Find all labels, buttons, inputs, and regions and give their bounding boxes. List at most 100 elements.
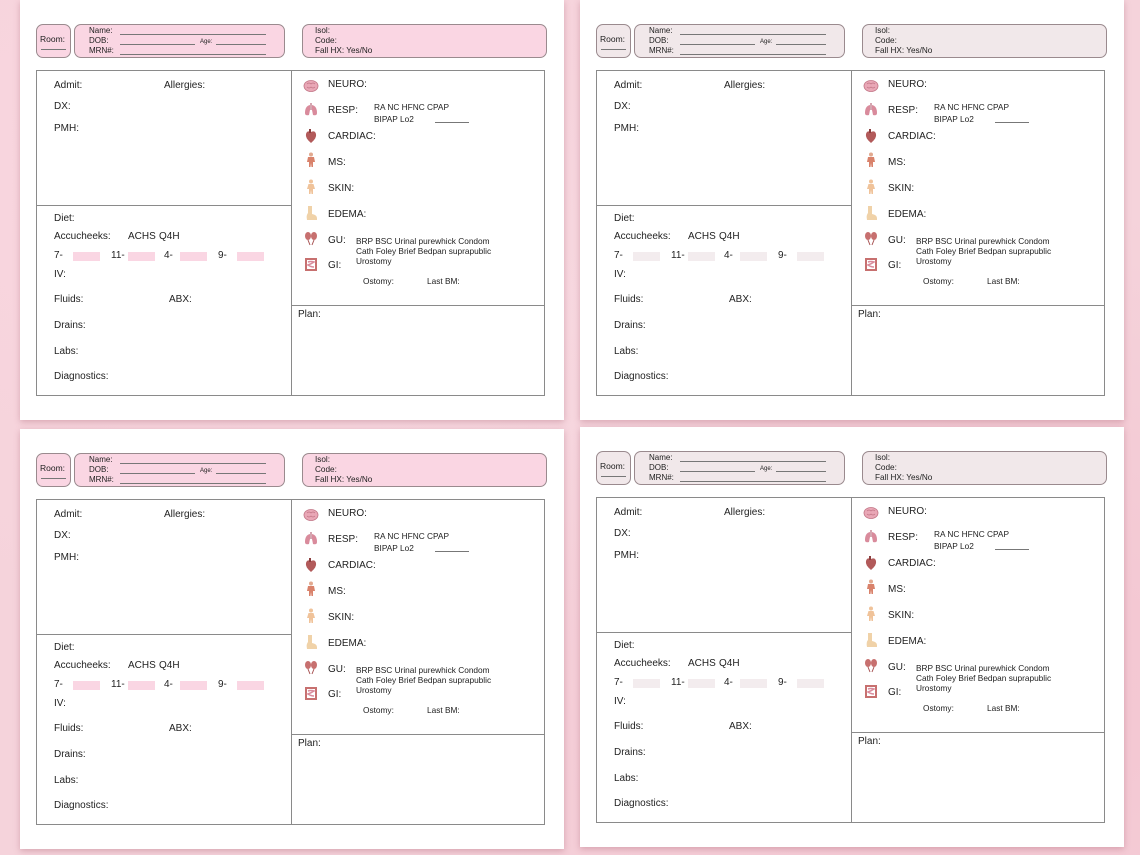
neuro-label: NEURO: [888,79,927,90]
gu-options-row1: BRP BSC Urinal purewhick Condom [916,663,1050,673]
right-section-divider [851,305,1104,306]
plan-label: Plan: [858,309,881,320]
time-7-label: 7- [614,677,623,688]
time-11-box [128,252,155,261]
fall-hx-label: Fall HX: Yes/No [875,473,933,482]
last-bm-label: Last BM: [427,276,460,286]
mrn-label: MRN#: [89,46,114,55]
foot-icon [306,635,317,649]
fall-hx-label: Fall HX: Yes/No [315,46,373,55]
fluids-label: Fluids: [54,723,84,734]
admit-label: Admit: [54,509,83,520]
cardiac-label: CARDIAC: [328,560,376,571]
patient-info-box: Name: DOB: Age: MRN#: [74,453,285,487]
age-line [776,44,826,45]
kidney-icon [865,232,877,246]
kidney-icon [865,659,877,673]
plan-label: Plan: [298,309,321,320]
foot-icon [866,206,877,220]
report-grid: Admit: Allergies: DX: PMH: Diet: Accuche… [596,497,1105,823]
left-section-divider [37,634,291,635]
resp-options-row1: RA NC HFNC CPAP [374,102,449,112]
code-label: Code: [875,36,897,45]
edema-label: EDEMA: [888,636,927,647]
time-11-box [688,679,715,688]
accucheeks-label: Accucheeks: [614,658,671,669]
resp-label: RESP: [888,105,919,116]
time-9-label: 9- [778,250,787,261]
last-bm-label: Last BM: [987,276,1020,286]
allergies-label: Allergies: [164,80,206,91]
time-7-label: 7- [614,250,623,261]
last-bm-label: Last BM: [427,705,460,715]
isol-label: Isol: [315,455,331,464]
time-7-box [633,252,660,261]
iv-label: IV: [54,269,66,280]
allergies-label: Allergies: [724,80,766,91]
gu-label: GU: [328,664,346,675]
diagnostics-label: Diagnostics: [54,371,109,382]
room-label: Room: [600,34,626,44]
time-7-label: 7- [54,679,63,690]
resp-options-row2: BIPAP Lo2 [934,541,974,551]
mrn-label: MRN#: [649,473,674,482]
age-label: Age: [200,39,213,45]
report-sheet-1: Room: Name: DOB: Age: MRN#: Isol: Code: … [20,0,564,420]
resp-options-row1: RA NC HFNC CPAP [374,531,449,541]
age-label: Age: [760,39,773,45]
skin-figure-icon [307,179,315,194]
diagnostics-label: Diagnostics: [54,800,109,811]
right-section-divider [291,734,544,735]
time-4-box [740,679,767,688]
name-label: Name: [89,26,113,35]
gi-label: GI: [888,687,902,698]
resp-label: RESP: [328,105,359,116]
q4h-label: Q4H [159,660,180,671]
time-9-box [797,252,824,261]
dob-line [680,44,755,45]
iv-label: IV: [614,269,626,280]
time-7-box [633,679,660,688]
time-9-label: 9- [218,250,227,261]
pmh-label: PMH: [614,123,639,134]
report-grid: Admit: Allergies: DX: PMH: Diet: Accuche… [36,499,545,825]
mrn-line [120,483,266,484]
mrn-label: MRN#: [89,475,114,484]
dob-line [680,471,755,472]
accucheeks-label: Accucheeks: [614,231,671,242]
mrn-label: MRN#: [649,46,674,55]
gi-label: GI: [328,689,342,700]
time-9-label: 9- [218,679,227,690]
time-4-label: 4- [724,250,733,261]
skin-figure-icon [867,606,875,621]
patient-info-box: Name: DOB: Age: MRN#: [74,24,285,58]
foot-icon [866,633,877,647]
diagnostics-label: Diagnostics: [614,798,669,809]
dob-label: DOB: [89,36,109,45]
abx-label: ABX: [729,294,752,305]
gu-options-row3: Urostomy [916,256,952,266]
left-section-divider [37,205,291,206]
resp-label: RESP: [328,534,359,545]
right-section-divider [291,305,544,306]
name-label: Name: [649,26,673,35]
body-muscle-icon [307,152,315,167]
time-11-label: 11- [671,677,685,688]
name-line [680,34,826,35]
drains-label: Drains: [614,320,646,331]
isol-label: Isol: [875,26,891,35]
drains-label: Drains: [54,320,86,331]
time-11-label: 11- [111,679,125,690]
ostomy-label: Ostomy: [363,705,394,715]
isol-label: Isol: [875,453,891,462]
dx-label: DX: [614,101,631,112]
resp-options-row2: BIPAP Lo2 [934,114,974,124]
fluids-label: Fluids: [614,294,644,305]
resp-label: RESP: [888,532,919,543]
intestine-icon [865,258,877,271]
age-line [216,473,266,474]
pmh-label: PMH: [614,550,639,561]
gu-label: GU: [888,662,906,673]
skin-figure-icon [867,179,875,194]
dx-label: DX: [54,101,71,112]
